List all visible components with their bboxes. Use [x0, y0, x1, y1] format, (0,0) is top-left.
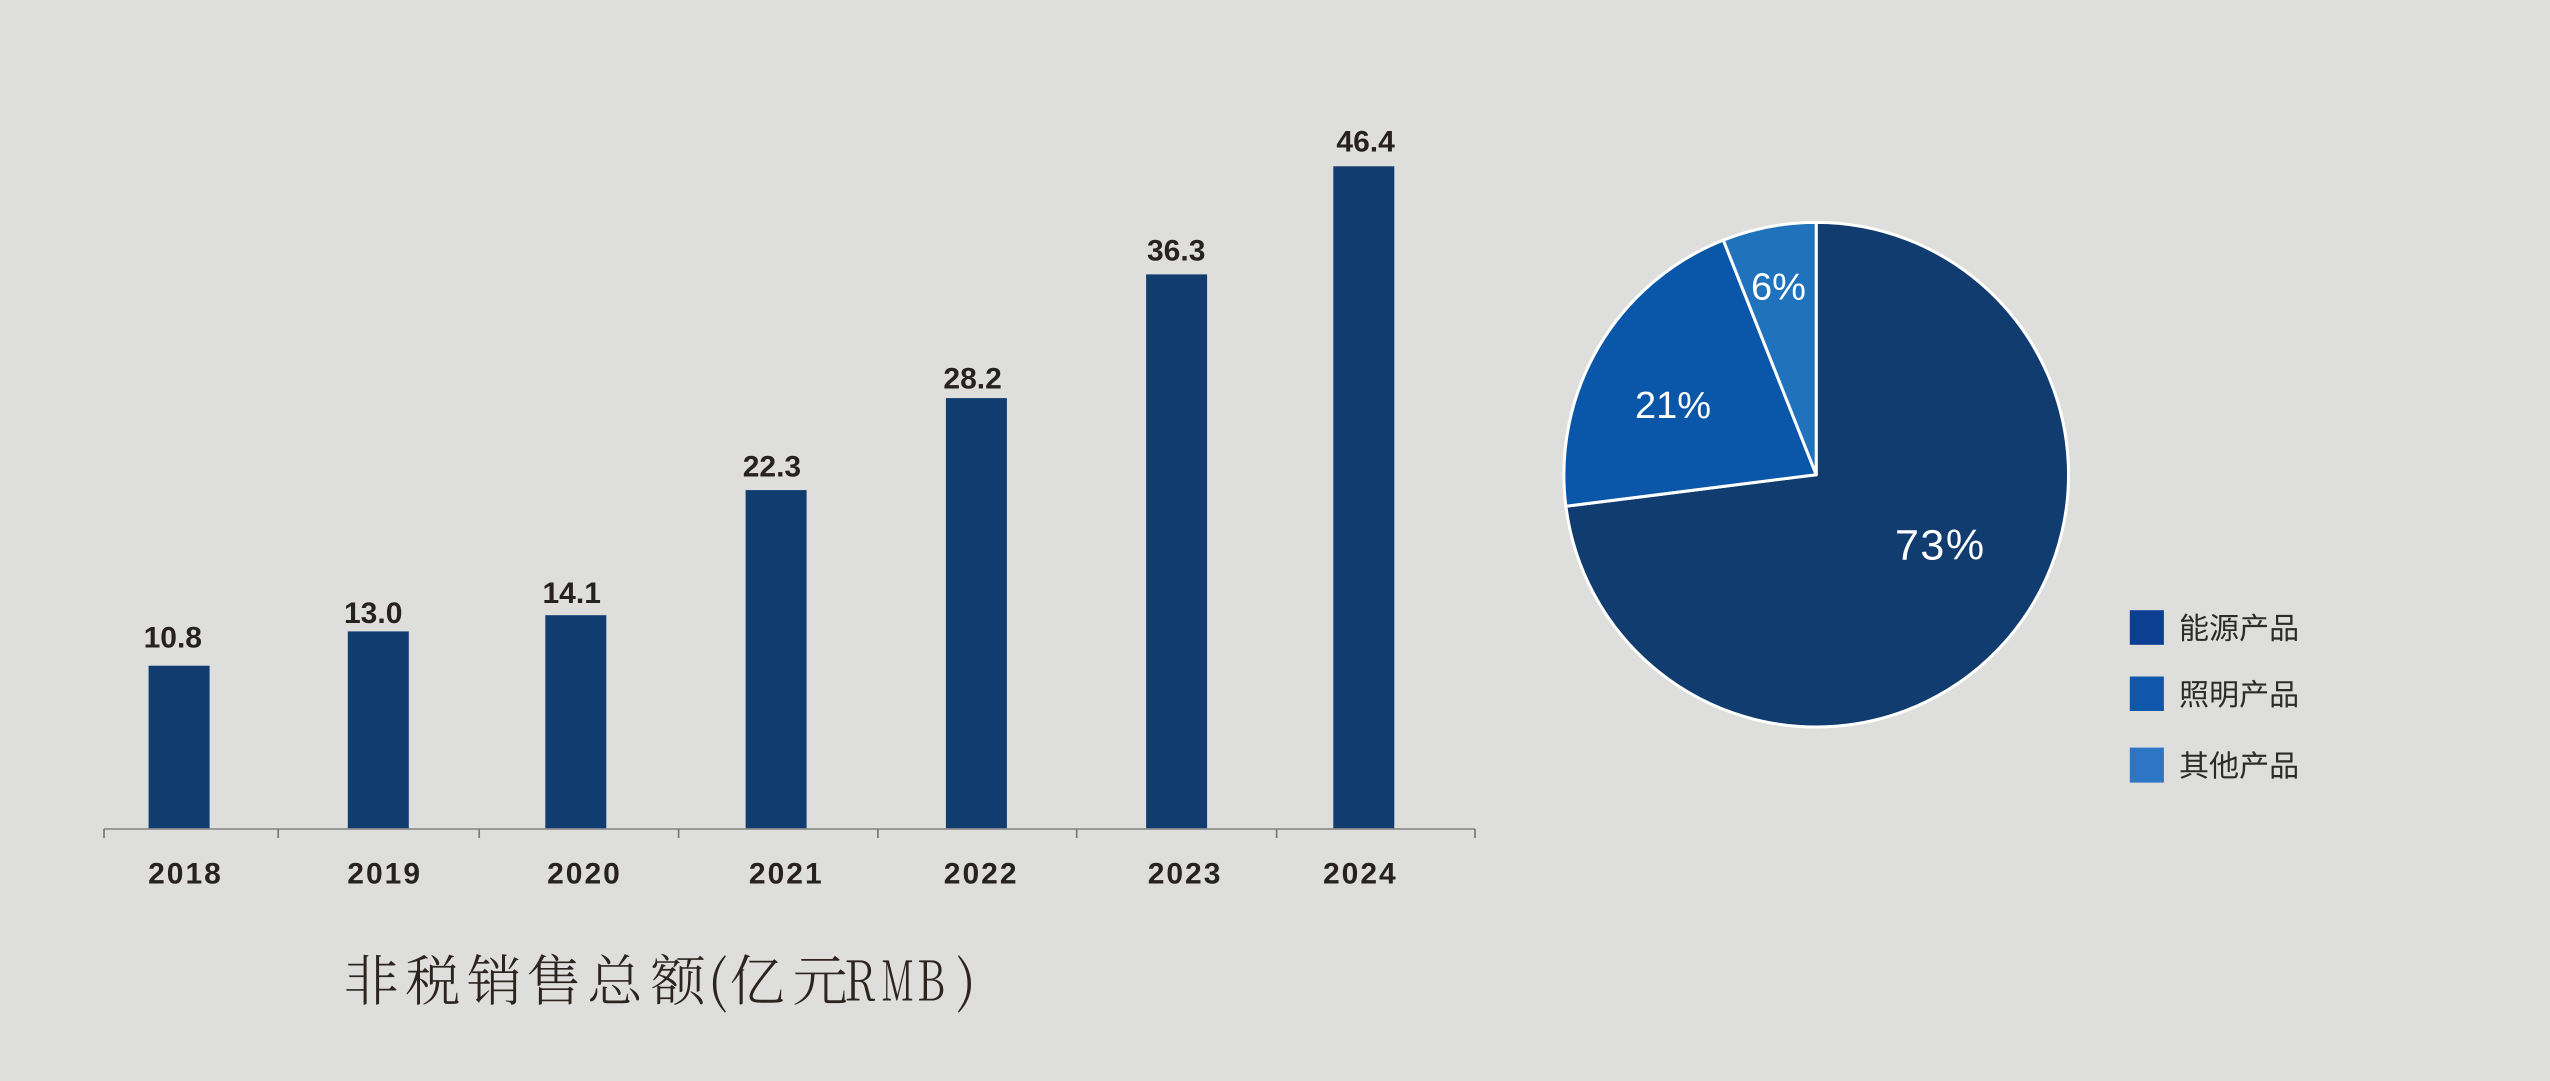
svg-text:2020: 2020	[547, 858, 622, 891]
svg-text:2023: 2023	[1148, 858, 1223, 891]
svg-text:46.4: 46.4	[1336, 126, 1395, 159]
svg-text:2024: 2024	[1323, 858, 1398, 891]
svg-text:73%: 73%	[1895, 522, 1986, 570]
svg-text:21%: 21%	[1635, 385, 1711, 427]
svg-text:14.1: 14.1	[543, 577, 601, 610]
svg-text:2018: 2018	[148, 858, 223, 891]
svg-text:6%: 6%	[1751, 267, 1806, 309]
svg-text:36.3: 36.3	[1147, 235, 1205, 268]
svg-text:28.2: 28.2	[943, 363, 1001, 396]
svg-text:13.0: 13.0	[344, 597, 402, 630]
svg-text:22.3: 22.3	[743, 451, 801, 484]
svg-text:2021: 2021	[749, 858, 824, 891]
svg-text:2019: 2019	[347, 858, 422, 891]
svg-text:2022: 2022	[944, 858, 1019, 891]
svg-text:10.8: 10.8	[144, 622, 202, 655]
